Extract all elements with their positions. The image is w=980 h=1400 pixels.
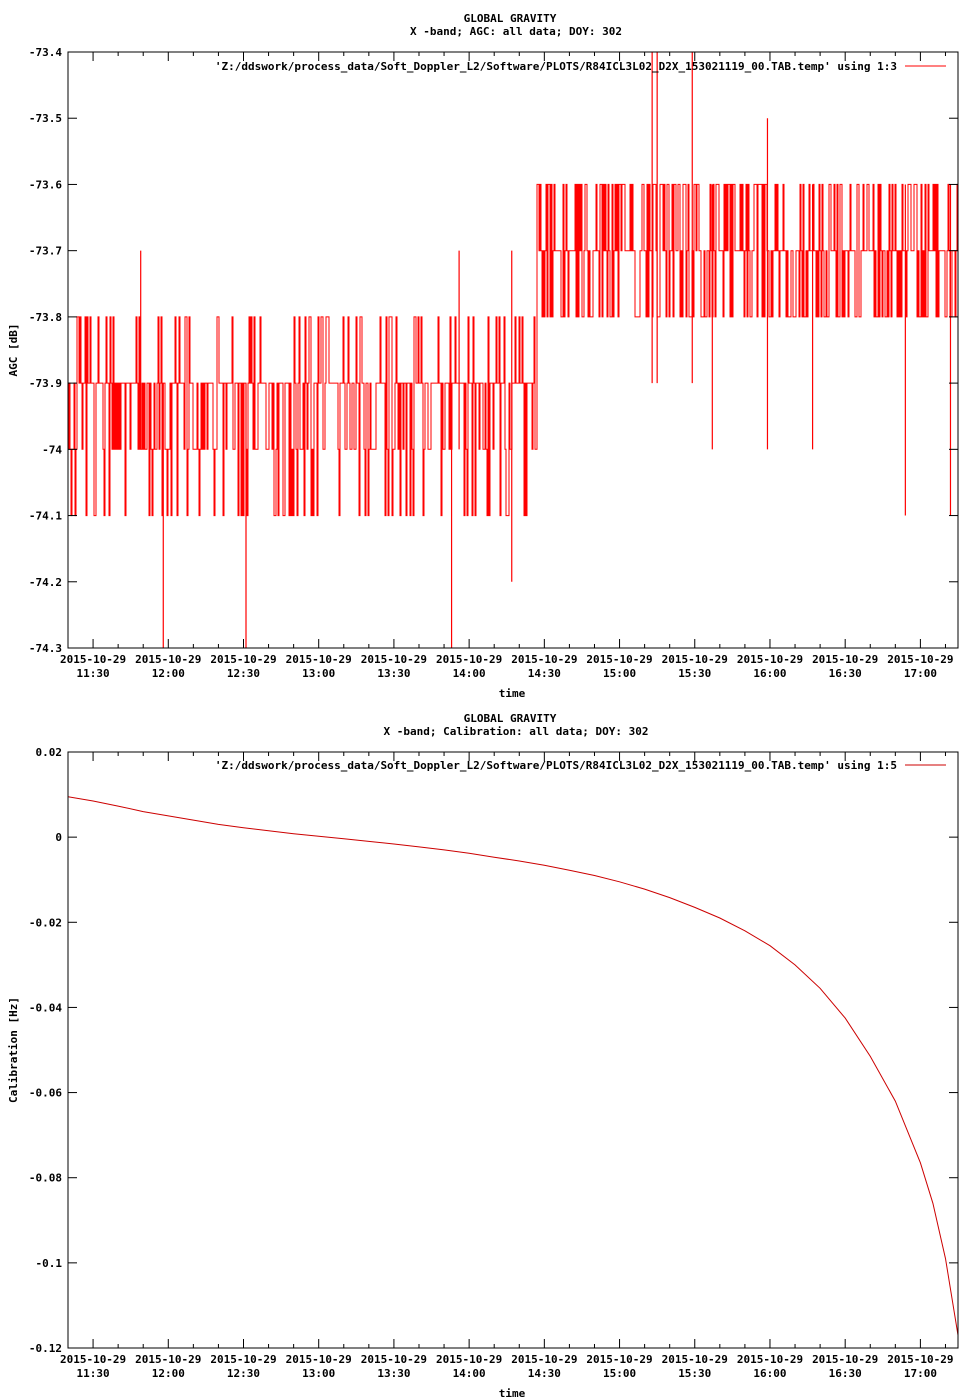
x-tick-time: 13:30 (377, 1367, 410, 1380)
y-tick-label: -73.9 (29, 377, 62, 390)
x-tick-date: 2015-10-29 (286, 653, 352, 666)
x-tick-time: 12:30 (227, 667, 260, 680)
series-line-2 (68, 796, 958, 1336)
x-tick-time: 14:00 (453, 667, 486, 680)
y-tick-label: -73.5 (29, 112, 62, 125)
x-tick-time: 13:30 (377, 667, 410, 680)
x-tick-time: 11:30 (77, 667, 110, 680)
x-tick-time: 17:00 (904, 1367, 937, 1380)
y-tick-label: -0.08 (29, 1172, 62, 1185)
x-tick-time: 16:00 (753, 667, 786, 680)
x-tick-date: 2015-10-29 (586, 653, 652, 666)
y-axis-label: AGC [dB] (7, 324, 20, 377)
x-tick-date: 2015-10-29 (361, 1353, 427, 1366)
x-tick-time: 12:30 (227, 1367, 260, 1380)
x-tick-time: 13:00 (302, 1367, 335, 1380)
plot-frame (67, 51, 959, 649)
y-tick-label: -0.12 (29, 1342, 62, 1355)
x-tick-date: 2015-10-29 (586, 1353, 652, 1366)
x-tick-date: 2015-10-29 (60, 653, 126, 666)
x-tick-date: 2015-10-29 (436, 1353, 502, 1366)
x-tick-time: 16:30 (829, 667, 862, 680)
y-tick-label: -0.04 (29, 1001, 62, 1014)
x-tick-time: 14:00 (453, 1367, 486, 1380)
legend: 'Z:/ddswork/process_data/Soft_Doppler_L2… (215, 60, 946, 73)
y-tick-label: -74.1 (29, 510, 62, 523)
x-tick-time: 15:30 (678, 1367, 711, 1380)
x-tick-time: 15:30 (678, 667, 711, 680)
x-tick-time: 12:00 (152, 667, 185, 680)
x-tick-date: 2015-10-29 (361, 653, 427, 666)
chart-title: GLOBAL GRAVITY (464, 712, 557, 725)
x-tick-time: 14:30 (528, 1367, 561, 1380)
legend-label: 'Z:/ddswork/process_data/Soft_Doppler_L2… (215, 60, 897, 73)
x-tick-date: 2015-10-29 (812, 653, 878, 666)
x-tick-date: 2015-10-29 (60, 1353, 126, 1366)
y-tick-label: -73.6 (29, 178, 62, 191)
x-tick-date: 2015-10-29 (662, 653, 728, 666)
y-tick-label: -74 (42, 443, 62, 456)
x-tick-date: 2015-10-29 (135, 1353, 201, 1366)
y-tick-label: -73.7 (29, 245, 62, 258)
y-tick-label: -0.02 (29, 916, 62, 929)
x-tick-time: 16:00 (753, 1367, 786, 1380)
legend: 'Z:/ddswork/process_data/Soft_Doppler_L2… (215, 759, 946, 772)
x-tick-date: 2015-10-29 (135, 653, 201, 666)
x-tick-time: 15:00 (603, 667, 636, 680)
x-tick-date: 2015-10-29 (737, 653, 803, 666)
y-tick-label: -0.06 (29, 1087, 62, 1100)
legend-label: 'Z:/ddswork/process_data/Soft_Doppler_L2… (215, 759, 897, 772)
chart-title: GLOBAL GRAVITY (464, 12, 557, 25)
y-axis-label: Calibration [Hz] (7, 997, 20, 1103)
y-tick-label: -73.4 (29, 46, 62, 59)
x-tick-time: 16:30 (829, 1367, 862, 1380)
x-tick-date: 2015-10-29 (511, 1353, 577, 1366)
x-axis-label: time (499, 687, 526, 700)
y-tick-label: -74.2 (29, 576, 62, 589)
y-tick-label: -73.8 (29, 311, 62, 324)
series-path (68, 183, 958, 517)
x-tick-time: 15:00 (603, 1367, 636, 1380)
x-tick-date: 2015-10-29 (737, 1353, 803, 1366)
y-tick-label: 0 (55, 831, 62, 844)
series-line-1 (68, 52, 958, 648)
x-tick-date: 2015-10-29 (210, 653, 276, 666)
x-tick-time: 14:30 (528, 667, 561, 680)
x-axis-label: time (499, 1387, 526, 1400)
x-tick-time: 13:00 (302, 667, 335, 680)
plot-frame (67, 751, 959, 1349)
x-tick-time: 12:00 (152, 1367, 185, 1380)
x-tick-date: 2015-10-29 (210, 1353, 276, 1366)
x-tick-date: 2015-10-29 (887, 653, 953, 666)
x-tick-date: 2015-10-29 (662, 1353, 728, 1366)
x-tick-time: 17:00 (904, 667, 937, 680)
x-tick-date: 2015-10-29 (887, 1353, 953, 1366)
y-tick-label: -74.3 (29, 642, 62, 655)
x-tick-date: 2015-10-29 (812, 1353, 878, 1366)
x-tick-date: 2015-10-29 (511, 653, 577, 666)
x-tick-date: 2015-10-29 (286, 1353, 352, 1366)
y-tick-label: -0.1 (36, 1257, 63, 1270)
x-tick-date: 2015-10-29 (436, 653, 502, 666)
y-tick-label: 0.02 (36, 746, 63, 759)
chart-subtitle: X -band; Calibration: all data; DOY: 302 (384, 725, 649, 738)
x-tick-time: 11:30 (77, 1367, 110, 1380)
series-path (68, 796, 958, 1336)
chart-subtitle: X -band; AGC: all data; DOY: 302 (410, 25, 622, 38)
